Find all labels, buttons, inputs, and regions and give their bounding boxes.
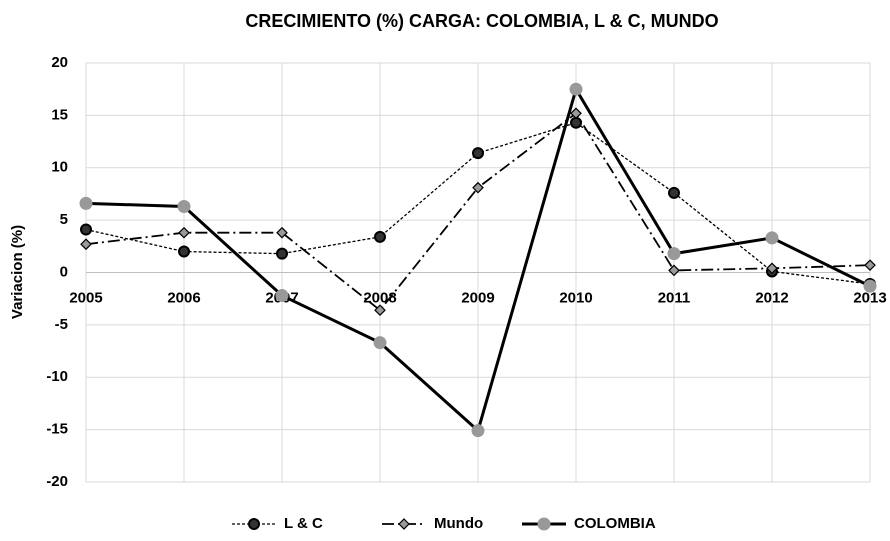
data-point [276, 247, 288, 260]
legend-label: Mundo [434, 515, 483, 532]
data-point [80, 223, 92, 236]
data-point [472, 147, 484, 160]
data-point [178, 226, 190, 239]
data-point [667, 247, 681, 261]
x-tick-label: 2009 [461, 289, 494, 306]
y-tick-label: -5 [55, 316, 68, 333]
data-point [570, 116, 582, 129]
y-tick-label: 0 [60, 263, 68, 280]
x-tick-label: 2010 [559, 289, 592, 306]
x-tick-label: 2005 [69, 289, 102, 306]
y-tick-label: 20 [51, 54, 68, 71]
legend-marker [537, 517, 551, 531]
x-tick-label: 2013 [853, 289, 886, 306]
data-point [569, 82, 583, 96]
data-point [178, 245, 190, 258]
y-tick-label: -15 [46, 421, 68, 438]
y-axis-label: Variacion (%) [9, 225, 26, 319]
data-point [276, 226, 288, 239]
data-point [79, 196, 93, 210]
y-tick-label: 5 [60, 211, 68, 228]
y-tick-label: 10 [51, 159, 68, 176]
data-point [863, 279, 877, 293]
data-point [275, 289, 289, 303]
data-point [374, 230, 386, 243]
data-point [472, 181, 484, 194]
y-tick-label: -20 [46, 473, 68, 490]
data-point [765, 231, 779, 245]
legend-label: L & C [284, 515, 323, 532]
x-tick-label: 2011 [658, 289, 691, 306]
data-point [668, 186, 680, 199]
y-tick-label: 15 [51, 106, 68, 123]
x-tick-label: 2008 [363, 289, 396, 306]
data-point [373, 336, 387, 350]
y-tick-label: -10 [46, 368, 68, 385]
data-point [374, 304, 386, 317]
legend-label: COLOMBIA [574, 515, 656, 532]
chart-title: CRECIMIENTO (%) CARGA: COLOMBIA, L & C, … [245, 11, 718, 31]
x-tick-label: 2012 [755, 289, 788, 306]
data-point [177, 200, 191, 214]
data-point [864, 259, 876, 272]
legend-marker [398, 518, 410, 530]
data-point [766, 262, 778, 275]
data-point [570, 107, 582, 120]
x-tick-label: 2006 [167, 289, 200, 306]
data-point [80, 238, 92, 251]
legend-marker [248, 518, 260, 530]
data-point [471, 424, 485, 438]
data-point [668, 264, 680, 277]
